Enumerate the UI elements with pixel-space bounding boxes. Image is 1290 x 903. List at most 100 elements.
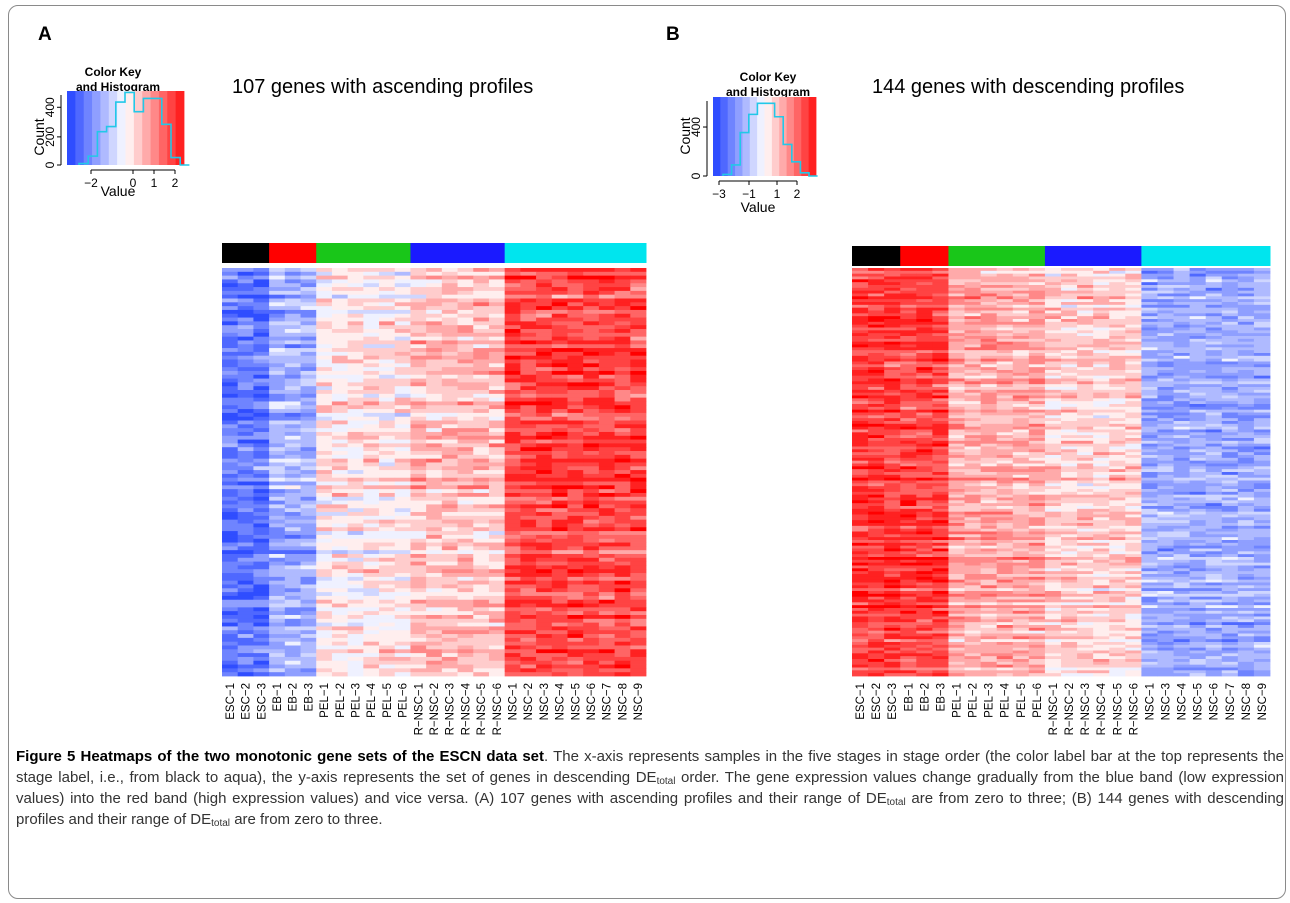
heatmap-cell <box>852 460 869 464</box>
heatmap-cell <box>284 313 301 318</box>
heatmap-cell <box>269 283 286 288</box>
heatmap-cell <box>1141 440 1158 445</box>
heatmap-cell <box>1205 387 1223 391</box>
heatmap-cell <box>394 397 411 402</box>
heatmap-cell <box>347 462 364 467</box>
heatmap-cell <box>426 660 443 665</box>
heatmap-cell <box>331 542 349 547</box>
heatmap-cell <box>300 485 317 490</box>
panel-b-title: 144 genes with descending profiles <box>872 76 1184 98</box>
heatmap-cell <box>410 393 427 399</box>
heatmap-cell <box>1141 353 1158 357</box>
heatmap-cell <box>473 595 490 601</box>
heatmap-cell <box>1205 372 1223 377</box>
heatmap-cell <box>1044 358 1062 362</box>
heatmap-cell <box>1253 480 1271 484</box>
heatmap-cell <box>567 317 584 322</box>
heatmap-cell <box>996 415 1014 419</box>
heatmap-cell <box>504 592 521 597</box>
heatmap-cell <box>426 336 443 341</box>
heatmap-cell <box>1237 443 1255 447</box>
heatmap-cell <box>441 634 458 639</box>
heatmap-cell <box>394 351 411 357</box>
heatmap-cell <box>1173 432 1191 436</box>
heatmap-cell <box>1012 355 1030 360</box>
heatmap-cell <box>520 412 537 418</box>
heatmap-cell <box>996 268 1014 272</box>
heatmap-cell <box>1077 358 1094 362</box>
heatmap-cell <box>900 293 917 297</box>
heatmap-cell <box>1125 438 1142 442</box>
heatmap-cell <box>1253 367 1271 371</box>
heatmap-cell <box>253 451 270 456</box>
heatmap-cell <box>916 480 933 484</box>
heatmap-cell <box>363 573 380 578</box>
heatmap-cell <box>222 420 239 425</box>
heatmap-cell <box>1012 327 1030 331</box>
heatmap-cell <box>614 489 631 494</box>
heatmap-cell <box>1237 480 1255 484</box>
heatmap-cell <box>300 580 317 585</box>
heatmap-cell <box>551 412 568 418</box>
heatmap-cell <box>1077 321 1094 326</box>
heatmap-cell <box>300 344 317 349</box>
heatmap-cell <box>1173 457 1191 462</box>
heatmap-cell <box>300 405 317 410</box>
heatmap-cell <box>900 341 917 345</box>
heatmap-cell <box>598 321 615 326</box>
heatmap-cell <box>426 473 443 479</box>
heatmap-cell <box>1061 474 1078 479</box>
heatmap-cell <box>614 336 631 341</box>
heatmap-cell <box>520 656 537 662</box>
heatmap-cell <box>300 668 317 673</box>
heatmap-cell <box>630 405 647 410</box>
heatmap-cell <box>1173 440 1191 445</box>
heatmap-cell <box>964 333 982 337</box>
heatmap-cell <box>457 466 474 471</box>
heatmap-cell <box>253 534 270 540</box>
heatmap-cell <box>948 361 965 365</box>
stage-label-bar-segment <box>410 243 506 263</box>
heatmap-cell <box>222 412 239 418</box>
heatmap-cell <box>900 287 917 292</box>
heatmap-cell <box>410 268 427 273</box>
heatmap-cell <box>1093 276 1110 280</box>
heatmap-cell <box>253 313 270 318</box>
heatmap-cell <box>237 390 254 395</box>
heatmap-cell <box>426 512 443 517</box>
heatmap-cell <box>1237 290 1255 294</box>
heatmap-cell <box>630 306 647 311</box>
heatmap-cell <box>237 348 254 353</box>
heatmap-cell <box>1077 353 1094 357</box>
heatmap-cell <box>980 310 998 314</box>
heatmap-cell <box>1125 472 1142 476</box>
heatmap-cell <box>1221 268 1239 272</box>
heatmap-cell <box>520 416 537 421</box>
heatmap-cell <box>331 496 349 501</box>
heatmap-cell <box>379 512 396 517</box>
heatmap-cell <box>1173 477 1191 481</box>
heatmap-cell <box>1141 296 1158 300</box>
heatmap-cell <box>300 466 317 471</box>
heatmap-cell <box>1205 378 1223 382</box>
heatmap-cell <box>1253 319 1271 323</box>
heatmap-cell <box>269 630 286 635</box>
heatmap-cell <box>1028 296 1046 300</box>
heatmap-cell <box>426 351 443 357</box>
heatmap-cell <box>1061 398 1078 402</box>
heatmap-cell <box>269 451 286 456</box>
heatmap-cell <box>583 477 600 482</box>
heatmap-cell <box>630 298 647 303</box>
heatmap-cell <box>1141 276 1158 280</box>
heatmap-cell <box>488 637 506 643</box>
heatmap-cell <box>948 355 965 360</box>
heatmap-cell <box>331 630 349 635</box>
heatmap-cell <box>583 668 600 673</box>
heatmap-cell <box>237 454 254 460</box>
heatmap-cell <box>269 557 286 562</box>
heatmap-cell <box>1012 361 1030 365</box>
heatmap-cell <box>300 332 317 338</box>
heatmap-cell <box>583 538 600 543</box>
heatmap-cell <box>1141 474 1158 479</box>
heatmap-cell <box>316 466 333 471</box>
